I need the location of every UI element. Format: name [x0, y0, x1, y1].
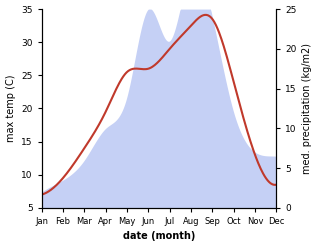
X-axis label: date (month): date (month) [123, 231, 195, 242]
Y-axis label: med. precipitation (kg/m2): med. precipitation (kg/m2) [302, 43, 313, 174]
Y-axis label: max temp (C): max temp (C) [5, 75, 16, 142]
